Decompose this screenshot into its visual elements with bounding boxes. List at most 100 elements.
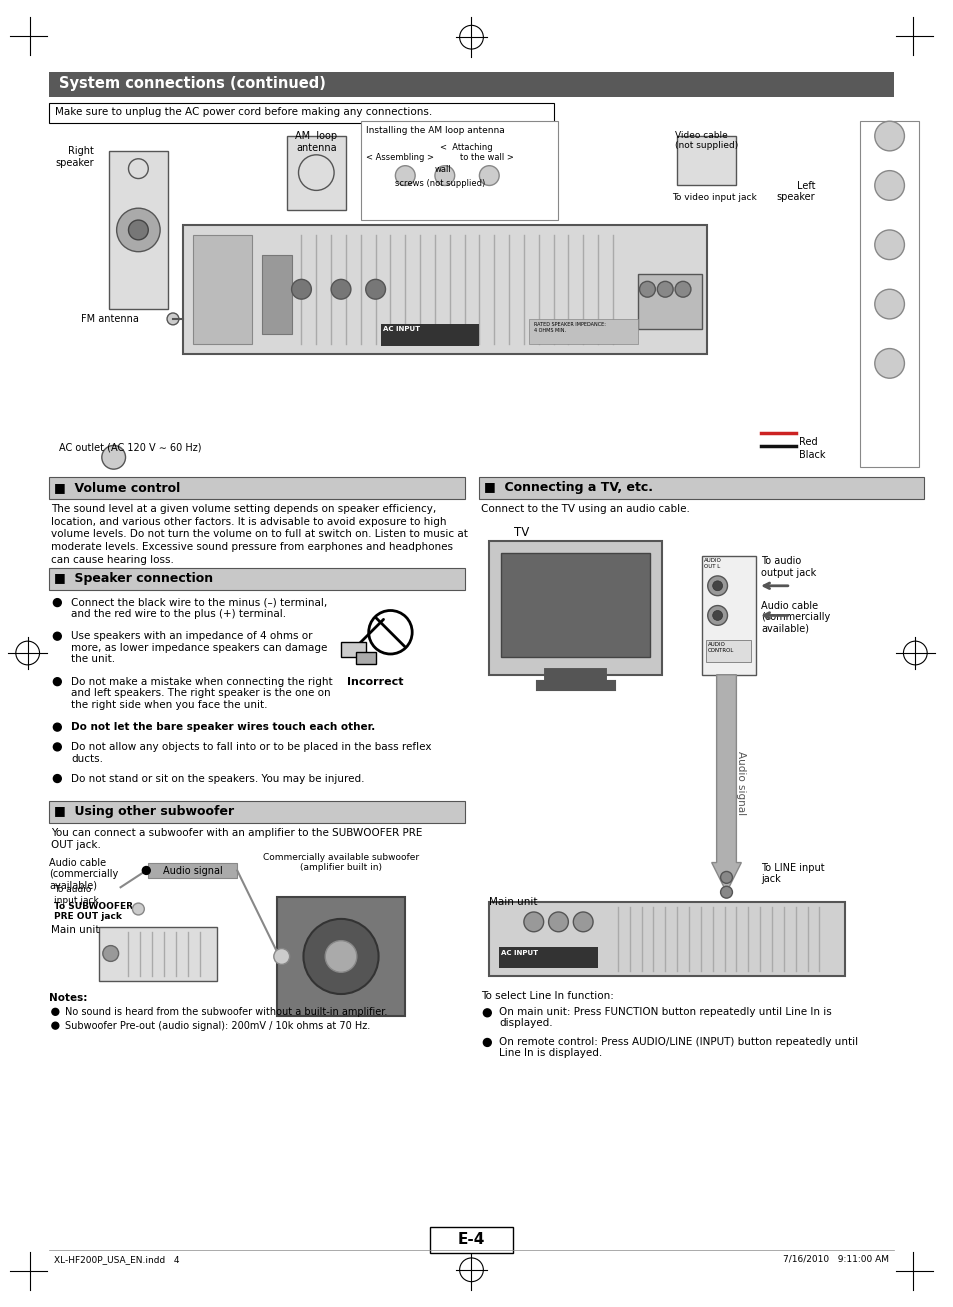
Text: Connect to the TV using an audio cable.: Connect to the TV using an audio cable.	[481, 503, 690, 514]
FancyArrow shape	[711, 674, 740, 893]
Circle shape	[395, 166, 415, 186]
Text: Incorrect: Incorrect	[347, 677, 403, 686]
Text: AC INPUT: AC INPUT	[382, 325, 419, 332]
Bar	[262, 255, 292, 333]
Circle shape	[720, 872, 732, 884]
Text: On remote control: Press AUDIO/LINE (INPUT) button repeatedly until
Line In is d: On remote control: Press AUDIO/LINE (INP…	[498, 1036, 858, 1059]
Circle shape	[639, 281, 655, 297]
Text: XL-HF200P_USA_EN.indd   4: XL-HF200P_USA_EN.indd 4	[54, 1255, 180, 1264]
Text: Subwoofer Pre-out (audio signal): 200mV / 10k ohms at 70 Hz.: Subwoofer Pre-out (audio signal): 200mV …	[65, 1021, 370, 1031]
Circle shape	[707, 576, 727, 596]
Text: E-4: E-4	[457, 1233, 485, 1247]
Text: Do not stand or sit on the speakers. You may be injured.: Do not stand or sit on the speakers. You…	[71, 774, 364, 784]
Text: The sound level at a given volume setting depends on speaker efficiency,: The sound level at a given volume settin…	[51, 503, 436, 514]
Bar	[148, 863, 237, 878]
Text: To LINE input
jack: To LINE input jack	[760, 863, 824, 884]
Circle shape	[51, 1009, 59, 1016]
Bar	[500, 553, 650, 657]
Circle shape	[53, 742, 61, 750]
Bar	[99, 927, 217, 982]
Bar	[489, 541, 661, 674]
Text: Main unit: Main unit	[51, 925, 100, 935]
Text: System connections (continued): System connections (continued)	[59, 76, 326, 90]
Circle shape	[331, 280, 351, 299]
Bar	[489, 902, 844, 976]
Text: AC INPUT: AC INPUT	[500, 950, 537, 955]
Bar	[193, 235, 252, 344]
Text: Red: Red	[798, 437, 817, 447]
Text: <  Attaching: < Attaching	[439, 142, 492, 152]
Text: volume levels. Do not turn the volume on to full at switch on. Listen to music a: volume levels. Do not turn the volume on…	[51, 529, 468, 540]
Circle shape	[675, 281, 690, 297]
Circle shape	[483, 1009, 491, 1017]
Text: No sound is heard from the subwoofer without a built-in amplifier.: No sound is heard from the subwoofer wit…	[65, 1006, 387, 1017]
Text: To select Line In function:: To select Line In function:	[481, 991, 614, 1001]
Text: location, and various other factors. It is advisable to avoid exposure to high: location, and various other factors. It …	[51, 516, 446, 527]
Circle shape	[53, 775, 61, 783]
Text: AUDIO
OUT L: AUDIO OUT L	[703, 558, 720, 569]
Circle shape	[720, 886, 732, 898]
Text: ■  Speaker connection: ■ Speaker connection	[54, 572, 213, 586]
Circle shape	[132, 903, 144, 915]
Text: Audio signal: Audio signal	[163, 865, 222, 876]
Bar	[498, 946, 598, 968]
Text: AC outlet (AC 120 V ∼ 60 Hz): AC outlet (AC 120 V ∼ 60 Hz)	[59, 443, 202, 452]
Text: You can connect a subwoofer with an amplifier to the SUBWOOFER PRE
OUT jack.: You can connect a subwoofer with an ampl…	[51, 827, 422, 850]
Text: wall: wall	[435, 165, 451, 174]
Text: < Assembling >: < Assembling >	[365, 153, 434, 162]
Text: Video cable
(not supplied): Video cable (not supplied)	[675, 131, 738, 150]
Text: Do not allow any objects to fall into or to be placed in the bass reflex
ducts.: Do not allow any objects to fall into or…	[71, 742, 431, 763]
Text: Right
speaker: Right speaker	[55, 146, 93, 167]
Text: Notes:: Notes:	[50, 993, 88, 1002]
Circle shape	[53, 633, 61, 640]
Circle shape	[483, 1039, 491, 1047]
Bar	[637, 274, 701, 329]
Circle shape	[479, 166, 498, 186]
Circle shape	[53, 723, 61, 731]
Circle shape	[657, 281, 673, 297]
Circle shape	[874, 171, 903, 200]
Text: Make sure to unplug the AC power cord before making any connections.: Make sure to unplug the AC power cord be…	[55, 107, 432, 118]
Text: Left
speaker: Left speaker	[776, 180, 815, 203]
Circle shape	[53, 599, 61, 606]
Circle shape	[51, 1022, 59, 1029]
Circle shape	[548, 912, 568, 932]
Text: ■  Connecting a TV, etc.: ■ Connecting a TV, etc.	[484, 481, 653, 494]
Text: TV: TV	[514, 527, 529, 540]
Text: Audio cable
(commercially
available): Audio cable (commercially available)	[760, 601, 829, 634]
Text: To video input jack: To video input jack	[672, 193, 756, 203]
Circle shape	[129, 220, 148, 239]
Bar	[701, 557, 756, 674]
Bar	[276, 897, 405, 1016]
Circle shape	[325, 941, 356, 972]
Circle shape	[292, 280, 311, 299]
Text: ■  Using other subwoofer: ■ Using other subwoofer	[54, 805, 234, 818]
Bar	[50, 477, 464, 499]
Circle shape	[53, 678, 61, 686]
Text: 7/16/2010   9:11:00 AM: 7/16/2010 9:11:00 AM	[781, 1255, 887, 1264]
Bar	[677, 136, 736, 186]
Text: FM antenna: FM antenna	[80, 314, 138, 324]
Circle shape	[167, 312, 179, 325]
Text: moderate levels. Excessive sound pressure from earphones and headphones: moderate levels. Excessive sound pressur…	[51, 542, 453, 553]
Text: Connect the black wire to the minus (–) terminal,
and the red wire to the plus (: Connect the black wire to the minus (–) …	[71, 597, 327, 620]
Circle shape	[116, 208, 160, 252]
Text: To SUBWOOFER
PRE OUT jack: To SUBWOOFER PRE OUT jack	[54, 902, 133, 921]
Text: to the wall >: to the wall >	[459, 153, 513, 162]
Circle shape	[874, 122, 903, 150]
Bar	[50, 801, 464, 823]
Circle shape	[707, 605, 727, 625]
Text: Installing the AM loop antenna: Installing the AM loop antenna	[365, 127, 504, 135]
Text: can cause hearing loss.: can cause hearing loss.	[51, 555, 174, 565]
Bar	[380, 324, 479, 345]
Text: Do not let the bare speaker wires touch each other.: Do not let the bare speaker wires touch …	[71, 723, 375, 732]
Bar	[286, 136, 346, 210]
Text: To audio
output jack: To audio output jack	[760, 557, 816, 578]
Text: To audio
input jack: To audio input jack	[54, 885, 99, 904]
Circle shape	[102, 446, 126, 469]
Circle shape	[103, 945, 118, 962]
Text: AM  loop
antenna: AM loop antenna	[294, 131, 337, 153]
Circle shape	[365, 280, 385, 299]
Text: RATED SPEAKER IMPEDANCE:
4 OHMS MIN.: RATED SPEAKER IMPEDANCE: 4 OHMS MIN.	[534, 322, 605, 333]
Bar	[50, 72, 893, 98]
